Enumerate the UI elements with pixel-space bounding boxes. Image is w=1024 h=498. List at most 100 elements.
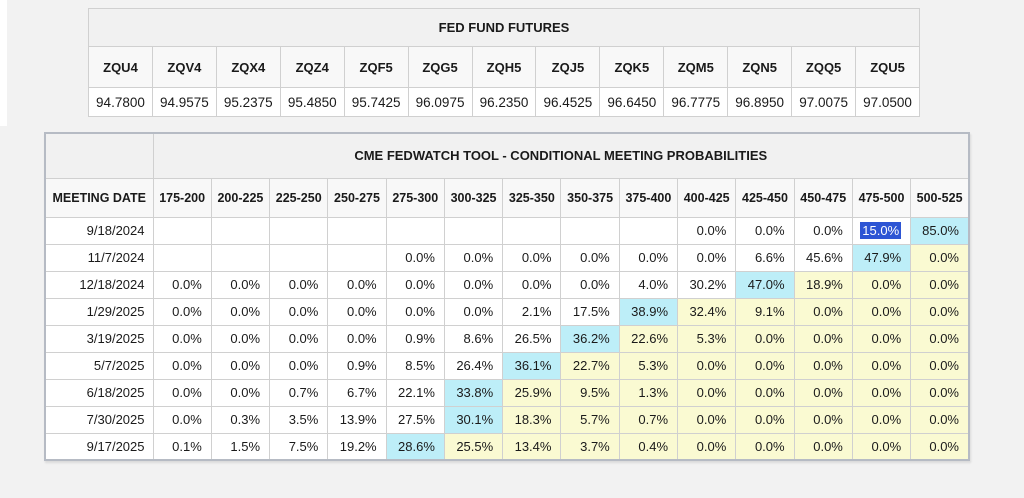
contract-code-zqu5: ZQU5 xyxy=(855,46,920,88)
prob-cell: 0.0% xyxy=(910,432,970,461)
prob-cell: 1.3% xyxy=(618,378,679,407)
prob-cell: 0.0% xyxy=(269,297,329,326)
prob-cell: 26.5% xyxy=(502,324,562,353)
prob-cell: 0.0% xyxy=(502,243,562,272)
prob-cell: 4.0% xyxy=(618,270,679,299)
prob-cell: 0.0% xyxy=(560,243,620,272)
rate-range-header-475-500: 475-500 xyxy=(851,177,912,218)
contract-price-zqf5: 95.7425 xyxy=(343,87,409,117)
futures-title-row: FED FUND FUTURES xyxy=(88,8,920,47)
meeting-date: 11/7/2024 xyxy=(44,243,154,272)
rate-range-header-450-475: 450-475 xyxy=(793,177,853,218)
fedwatch-title-row: CME FEDWATCH TOOL - CONDITIONAL MEETING … xyxy=(44,132,970,179)
prob-cell: 13.4% xyxy=(502,432,562,461)
meeting-row: 12/18/2024 0.0% 0.0% 0.0% 0.0% 0.0% 0.0% 0.0% 0.… xyxy=(44,270,970,299)
prob-cell: 0.7% xyxy=(618,405,679,434)
prob-cell: 0.0% xyxy=(269,351,329,380)
prob-cell: 0.0% xyxy=(735,351,795,380)
prob-cell: 0.0% xyxy=(793,297,853,326)
prob-cell: 0.0% xyxy=(502,270,562,299)
prob-cell: 0.0% xyxy=(618,243,679,272)
prob-cell: 0.0% xyxy=(152,270,212,299)
contract-price-zqu4: 94.7800 xyxy=(88,87,153,117)
contract-code-zqj5: ZQJ5 xyxy=(535,46,601,88)
contract-price-zqu5: 97.0500 xyxy=(855,87,920,117)
prob-cell: 5.7% xyxy=(560,405,620,434)
prob-cell: 0.0% xyxy=(793,216,853,245)
prob-cell: 0.0% xyxy=(385,270,445,299)
prob-cell: 0.9% xyxy=(327,351,387,380)
prob-cell: 0.0% xyxy=(793,324,853,353)
prob-cell: 0.0% xyxy=(735,432,795,461)
meeting-date: 9/17/2025 xyxy=(44,432,154,461)
prob-cell xyxy=(443,216,504,245)
prob-cell xyxy=(152,216,212,245)
prob-cell: 0.0% xyxy=(677,378,737,407)
prob-cell xyxy=(560,216,620,245)
prob-cell: 0.0% xyxy=(152,351,212,380)
prob-cell: 27.5% xyxy=(385,405,445,434)
prob-cell: 0.0% xyxy=(677,243,737,272)
prob-cell: 0.0% xyxy=(443,270,504,299)
contract-code-zqk5: ZQK5 xyxy=(599,46,665,88)
rate-range-header-200-225: 200-225 xyxy=(210,177,271,218)
prob-cell: 47.9% xyxy=(851,243,912,272)
prob-cell: 0.0% xyxy=(210,351,271,380)
prob-cell: 0.3% xyxy=(210,405,271,434)
prob-cell: 0.0% xyxy=(152,324,212,353)
rate-range-header-250-275: 250-275 xyxy=(327,177,387,218)
prob-cell: 0.0% xyxy=(327,324,387,353)
prob-cell: 9.5% xyxy=(560,378,620,407)
prob-cell: 0.0% xyxy=(152,297,212,326)
prob-cell: 3.7% xyxy=(560,432,620,461)
prob-cell: 17.5% xyxy=(560,297,620,326)
prob-cell: 8.6% xyxy=(443,324,504,353)
contract-code-zqz4: ZQZ4 xyxy=(279,46,345,88)
prob-cell: 38.9% xyxy=(618,297,679,326)
meeting-date-header: MEETING DATE xyxy=(44,177,154,218)
prob-cell: 6.6% xyxy=(735,243,795,272)
meeting-row: 11/7/2024 0.0% 0.0% 0.0% 0.0% 0.0% 0.0% 6.6% 45.… xyxy=(44,243,970,272)
prob-cell: 0.0% xyxy=(560,270,620,299)
prob-cell: 8.5% xyxy=(385,351,445,380)
fedwatch-section: CME FEDWATCH TOOL - CONDITIONAL MEETING … xyxy=(44,132,970,461)
corner-cell xyxy=(44,132,154,179)
rate-range-header-350-375: 350-375 xyxy=(560,177,620,218)
contract-code-zqf5: ZQF5 xyxy=(343,46,409,88)
prob-cell: 0.0% xyxy=(443,297,504,326)
prob-cell: 25.5% xyxy=(443,432,504,461)
fedwatch-probabilities-table: CME FEDWATCH TOOL - CONDITIONAL MEETING … xyxy=(44,132,970,461)
prob-cell: 0.0% xyxy=(677,351,737,380)
meeting-date: 9/18/2024 xyxy=(44,216,154,245)
prob-cell xyxy=(618,216,679,245)
contract-code-zqm5: ZQM5 xyxy=(663,46,729,88)
prob-cell: 0.0% xyxy=(210,324,271,353)
prob-cell: 0.0% xyxy=(910,270,970,299)
prob-cell: 0.0% xyxy=(793,351,853,380)
prob-cell: 33.8% xyxy=(443,378,504,407)
prob-cell: 0.0% xyxy=(327,270,387,299)
prob-cell: 0.0% xyxy=(735,405,795,434)
rate-range-header-500-525: 500-525 xyxy=(910,177,970,218)
prob-cell: 0.0% xyxy=(735,324,795,353)
prob-cell: 13.9% xyxy=(327,405,387,434)
prob-cell: 0.0% xyxy=(910,297,970,326)
prob-cell: 0.0% xyxy=(677,216,737,245)
meeting-date: 5/7/2025 xyxy=(44,351,154,380)
prob-cell: 5.3% xyxy=(677,324,737,353)
prob-cell: 32.4% xyxy=(677,297,737,326)
prob-cell: 0.0% xyxy=(210,378,271,407)
rate-range-header-400-425: 400-425 xyxy=(677,177,737,218)
prob-cell: 18.9% xyxy=(793,270,853,299)
meeting-row: 7/30/2025 0.0% 0.3% 3.5% 13.9% 27.5% 30.1% 18.3… xyxy=(44,405,970,434)
prob-cell: 0.0% xyxy=(152,405,212,434)
prob-cell: 0.0% xyxy=(910,351,970,380)
prob-cell: 0.0% xyxy=(677,432,737,461)
prob-cell: 0.0% xyxy=(152,378,212,407)
meeting-date: 12/18/2024 xyxy=(44,270,154,299)
prob-cell: 7.5% xyxy=(269,432,329,461)
prob-cell: 0.0% xyxy=(385,297,445,326)
prob-cell: 22.1% xyxy=(385,378,445,407)
prob-cell: 0.4% xyxy=(618,432,679,461)
contract-code-zqv4: ZQV4 xyxy=(151,46,217,88)
